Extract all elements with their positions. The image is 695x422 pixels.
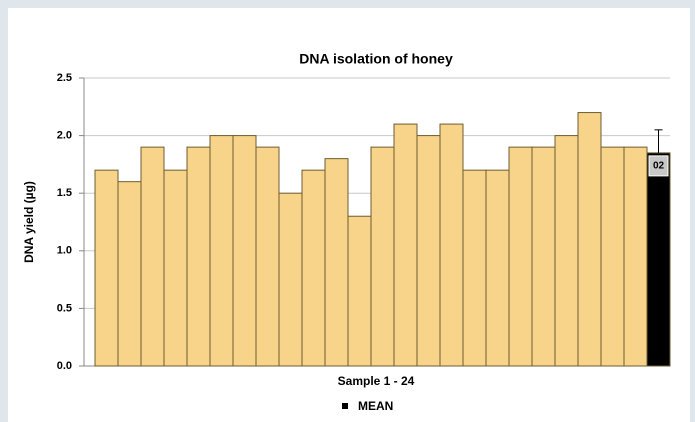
bar [186,146,211,367]
bar [485,169,510,367]
bar [94,169,119,367]
bar [554,135,579,367]
bar [140,146,165,367]
annotation: 02 [653,161,665,172]
bar [646,152,671,367]
bar [370,146,395,367]
y-tick-label: 0.5 [57,302,72,314]
bar [393,123,418,367]
bar [623,146,648,367]
bar [209,135,234,367]
bar [531,146,556,367]
bar [577,112,602,367]
bar [508,146,533,367]
legend-swatch [342,403,348,409]
y-tick-label: 0.0 [57,360,72,372]
y-tick-label: 2.0 [57,130,72,142]
bar [416,135,441,367]
y-tick-label: 1.5 [57,187,72,199]
bar [117,181,142,367]
bar [255,146,280,367]
bar [600,146,625,367]
bar [301,169,326,367]
annotation-box [648,155,669,177]
bar [278,192,303,367]
y-axis-label: DNA yield (µg) [22,181,36,263]
y-tick-label: 2.5 [57,72,72,84]
bar [232,135,257,367]
x-axis-label: Sample 1 - 24 [338,374,415,388]
chart-title: DNA isolation of honey [299,51,453,67]
bar [462,169,487,367]
bar [439,123,464,367]
bar [163,169,188,367]
y-tick-label: 1.0 [57,245,72,257]
bar [324,158,349,367]
bar [347,215,372,367]
legend-label: MEAN [358,399,393,413]
